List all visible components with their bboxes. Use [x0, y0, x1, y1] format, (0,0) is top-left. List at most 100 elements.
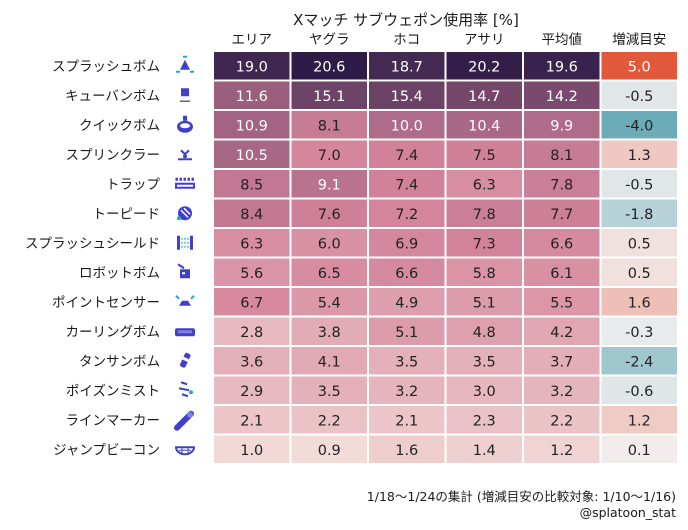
value-label: 5.1	[473, 295, 496, 311]
value-label: 7.6	[318, 207, 341, 223]
value-cell	[446, 52, 522, 80]
change-label: -1.8	[625, 207, 653, 223]
value-label: 14.2	[546, 89, 578, 105]
sprinkler-icon	[178, 149, 192, 161]
value-label: 6.3	[240, 236, 263, 252]
change-label: -0.3	[625, 325, 653, 341]
value-cell	[524, 52, 600, 80]
value-label: 7.4	[395, 177, 418, 193]
value-label: 15.1	[313, 89, 345, 105]
value-cell	[214, 435, 290, 463]
value-label: 7.8	[550, 177, 573, 193]
row-label: ラインマーカー	[66, 413, 161, 429]
value-label: 4.1	[318, 354, 341, 370]
value-label: 2.2	[550, 413, 573, 429]
value-cell	[214, 81, 290, 109]
point-sensor-icon	[175, 295, 195, 306]
value-cell	[369, 140, 445, 168]
value-label: 4.8	[473, 325, 496, 341]
value-label: 20.6	[313, 59, 345, 75]
value-label: 10.5	[236, 148, 268, 164]
value-cell	[291, 199, 367, 227]
value-label: 8.5	[240, 177, 263, 193]
value-label: 7.8	[473, 207, 496, 223]
value-cell	[291, 376, 367, 404]
row-label: ジャンプビーコン	[53, 442, 160, 458]
value-cell	[214, 376, 290, 404]
value-cell	[214, 317, 290, 345]
value-label: 2.2	[318, 413, 341, 429]
value-cell	[369, 170, 445, 198]
burst-bomb-icon	[177, 115, 193, 133]
column-header: アサリ	[464, 32, 505, 48]
value-label: 10.0	[391, 118, 423, 134]
change-cell	[601, 376, 677, 404]
value-cell	[446, 258, 522, 286]
value-cell	[524, 258, 600, 286]
value-cell	[369, 258, 445, 286]
value-cell	[369, 317, 445, 345]
value-label: 3.6	[240, 354, 263, 370]
value-cell	[214, 111, 290, 139]
ink-mine-icon	[175, 177, 195, 189]
value-cell	[369, 435, 445, 463]
value-label: 18.7	[391, 59, 423, 75]
value-cell	[446, 406, 522, 434]
column-header: ホコ	[393, 32, 420, 48]
splash-wall-icon	[177, 235, 193, 250]
value-cell	[524, 288, 600, 316]
value-cell	[214, 52, 290, 80]
value-label: 2.9	[240, 384, 263, 400]
value-label: 3.0	[473, 384, 496, 400]
value-cell	[291, 435, 367, 463]
change-cell	[601, 347, 677, 375]
value-cell	[214, 288, 290, 316]
value-label: 6.1	[550, 266, 573, 282]
value-label: 7.7	[550, 207, 573, 223]
value-cell	[446, 170, 522, 198]
value-label: 6.9	[395, 236, 418, 252]
value-cell	[291, 288, 367, 316]
row-label: スプラッシュシールド	[25, 236, 160, 252]
value-label: 6.0	[318, 236, 341, 252]
value-label: 4.2	[550, 325, 573, 341]
value-cell	[446, 435, 522, 463]
value-cell	[369, 52, 445, 80]
credit: @splatoon_stat	[580, 505, 677, 520]
row-icons	[174, 55, 196, 456]
row-label: トーピード	[93, 206, 161, 222]
column-header: ヤグラ	[309, 32, 350, 48]
value-label: 2.1	[240, 413, 263, 429]
column-header: 増減目安	[612, 31, 666, 48]
value-label: 14.7	[468, 89, 500, 105]
value-cell	[214, 140, 290, 168]
value-label: 10.4	[468, 118, 500, 134]
value-label: 7.4	[395, 148, 418, 164]
change-cell	[601, 111, 677, 139]
value-label: 3.2	[395, 384, 418, 400]
value-label: 1.2	[550, 443, 573, 459]
value-label: 7.0	[318, 148, 341, 164]
change-cell	[601, 170, 677, 198]
value-label: 8.4	[240, 207, 263, 223]
value-label: 7.5	[473, 148, 496, 164]
change-cell	[601, 140, 677, 168]
value-cell	[446, 111, 522, 139]
value-label: 9.9	[550, 118, 573, 134]
value-label: 7.3	[473, 236, 496, 252]
value-cell	[446, 140, 522, 168]
value-label: 3.5	[473, 354, 496, 370]
value-cell	[214, 258, 290, 286]
change-label: 5.0	[628, 59, 651, 75]
value-label: 1.0	[240, 443, 263, 459]
value-cell	[446, 229, 522, 257]
value-cell	[446, 81, 522, 109]
autobomb-icon	[177, 263, 190, 279]
row-label: スプリンクラー	[66, 147, 161, 163]
value-label: 2.1	[395, 413, 418, 429]
value-cell	[524, 140, 600, 168]
value-label: 2.8	[240, 325, 263, 341]
value-label: 19.0	[236, 59, 268, 75]
change-cell	[601, 435, 677, 463]
value-label: 6.5	[318, 266, 341, 282]
